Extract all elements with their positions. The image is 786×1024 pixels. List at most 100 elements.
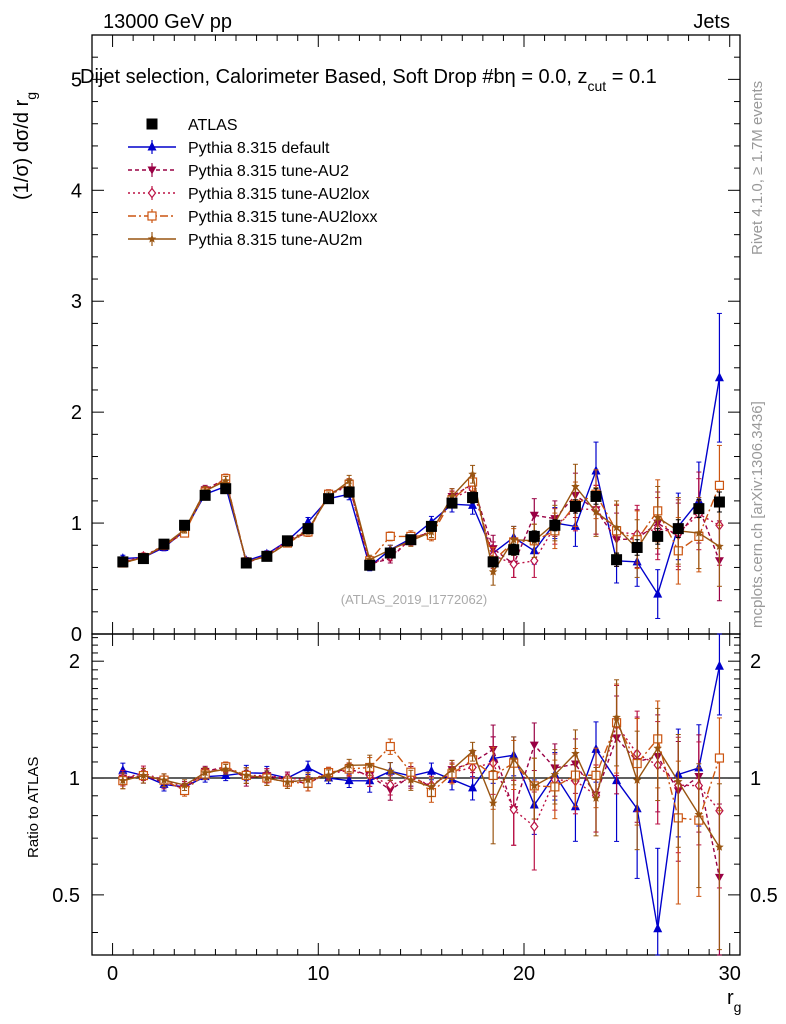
x-tick-label: 20 (513, 963, 535, 985)
data-marker (509, 804, 518, 816)
data-marker (571, 481, 580, 491)
legend-label-atlas: ATLAS (188, 117, 238, 134)
data-marker (468, 782, 478, 792)
data-marker (529, 741, 539, 750)
data-marker (653, 743, 662, 752)
data-marker (221, 476, 230, 485)
data-marker (303, 762, 313, 772)
data-marker (447, 765, 457, 774)
series-0-ratio-group (118, 633, 724, 956)
data-marker (344, 775, 354, 785)
data-marker (468, 469, 477, 478)
legend-label-2: Pythia 8.315 tune-AU2lox (188, 186, 369, 203)
data-marker (200, 768, 210, 777)
y-tick-label: 0 (71, 624, 82, 646)
legend-item-0: Pythia 8.315 default (128, 140, 330, 157)
main-series-layer (117, 312, 725, 619)
series-0-group (118, 312, 724, 619)
legend-label-4: Pythia 8.315 tune-AU2m (188, 232, 362, 249)
ratio-y-tick-label-right: 1 (750, 768, 761, 790)
x-axis-label-main: r (727, 987, 734, 1009)
legend: ATLAS Pythia 8.315 default Pythia 8.315 tu… (128, 117, 377, 249)
data-marker (528, 530, 540, 542)
data-marker (530, 781, 539, 790)
chart-title-main: Dijet selection, Calorimeter Based, Soft… (80, 66, 505, 88)
legend-item-4: Pythia 8.315 tune-AU2m (128, 232, 362, 249)
data-marker (139, 771, 148, 780)
data-marker (220, 483, 232, 495)
data-marker (147, 211, 157, 221)
data-marker (550, 770, 560, 779)
chart-title-sub: cut (587, 78, 606, 94)
chart-title-end: = 0.1 (606, 66, 657, 88)
x-tick-label: 30 (719, 963, 741, 985)
y-tick-label: 4 (71, 180, 82, 202)
energy-label: 13000 GeV pp (103, 11, 232, 33)
ratio-y-tick-label-right: 2 (750, 651, 761, 673)
series-4-group (118, 463, 724, 587)
data-marker (199, 489, 211, 501)
data-marker (344, 476, 354, 485)
series-2-line (122, 478, 720, 566)
x-axis-label: rg (727, 987, 741, 1015)
data-marker (405, 534, 417, 546)
series-0-line (122, 377, 721, 596)
data-marker (612, 523, 621, 532)
data-marker (281, 535, 293, 547)
data-marker (549, 519, 561, 531)
data-marker (147, 234, 157, 243)
data-marker (118, 776, 128, 785)
rivet-version-label: Rivet 4.1.0, ≥ 1.7M events (749, 81, 766, 255)
data-marker (509, 535, 518, 544)
data-marker (509, 754, 518, 763)
legend-item-3: Pythia 8.315 tune-AU2loxx (128, 209, 377, 226)
data-marker (117, 556, 129, 568)
series-3-ratio-line (122, 721, 721, 821)
ratio-y-tick-label: 1 (69, 768, 80, 790)
data-marker (653, 513, 662, 522)
data-marker (137, 553, 149, 565)
data-marker (509, 558, 518, 570)
series-4-ratio-group (118, 679, 724, 951)
data-marker (179, 519, 191, 531)
series-4-line (122, 472, 720, 574)
data-marker (386, 766, 395, 775)
data-marker (715, 842, 724, 851)
data-marker (715, 541, 724, 551)
mcplots-label: mcplots.cern.ch [arXiv:1306.3436] (749, 401, 766, 628)
data-marker (427, 782, 436, 791)
legend-label-1: Pythia 8.315 tune-AU2 (188, 163, 349, 180)
category-label: Jets (693, 11, 730, 33)
data-marker (159, 775, 169, 784)
data-marker (569, 500, 581, 512)
data-marker (714, 372, 724, 382)
data-marker (672, 523, 684, 535)
y-tick-label: 3 (71, 291, 82, 313)
data-marker (283, 777, 292, 786)
x-axis-label-sub: g (734, 999, 742, 1015)
axis-ticks: 0 10 20 30 0 1 2 3 4 5 0.5 0.5 1 1 2 2 (52, 35, 778, 985)
ratio-y-tick-label-right: 0.5 (750, 885, 778, 907)
data-marker (323, 493, 335, 505)
series-4-ratio-line (122, 714, 721, 848)
data-marker (714, 480, 725, 490)
data-marker (694, 528, 704, 537)
y-axis-label-main: (1/σ) dσ/d r (11, 99, 33, 200)
data-marker (147, 141, 157, 151)
data-marker (426, 765, 436, 775)
data-marker (446, 497, 458, 509)
ratio-y-tick-label: 0.5 (52, 885, 80, 907)
series-0-ratio-line (122, 666, 721, 929)
data-marker (344, 760, 354, 769)
data-marker (365, 760, 374, 769)
data-marker (693, 503, 705, 515)
data-marker (591, 793, 601, 802)
data-marker (632, 775, 642, 784)
data-marker (714, 753, 725, 763)
data-marker (487, 556, 499, 568)
series-3-ratio-group (118, 683, 725, 905)
data-marker (530, 555, 539, 567)
series-1-ratio-group (118, 695, 724, 956)
data-marker (653, 588, 663, 598)
